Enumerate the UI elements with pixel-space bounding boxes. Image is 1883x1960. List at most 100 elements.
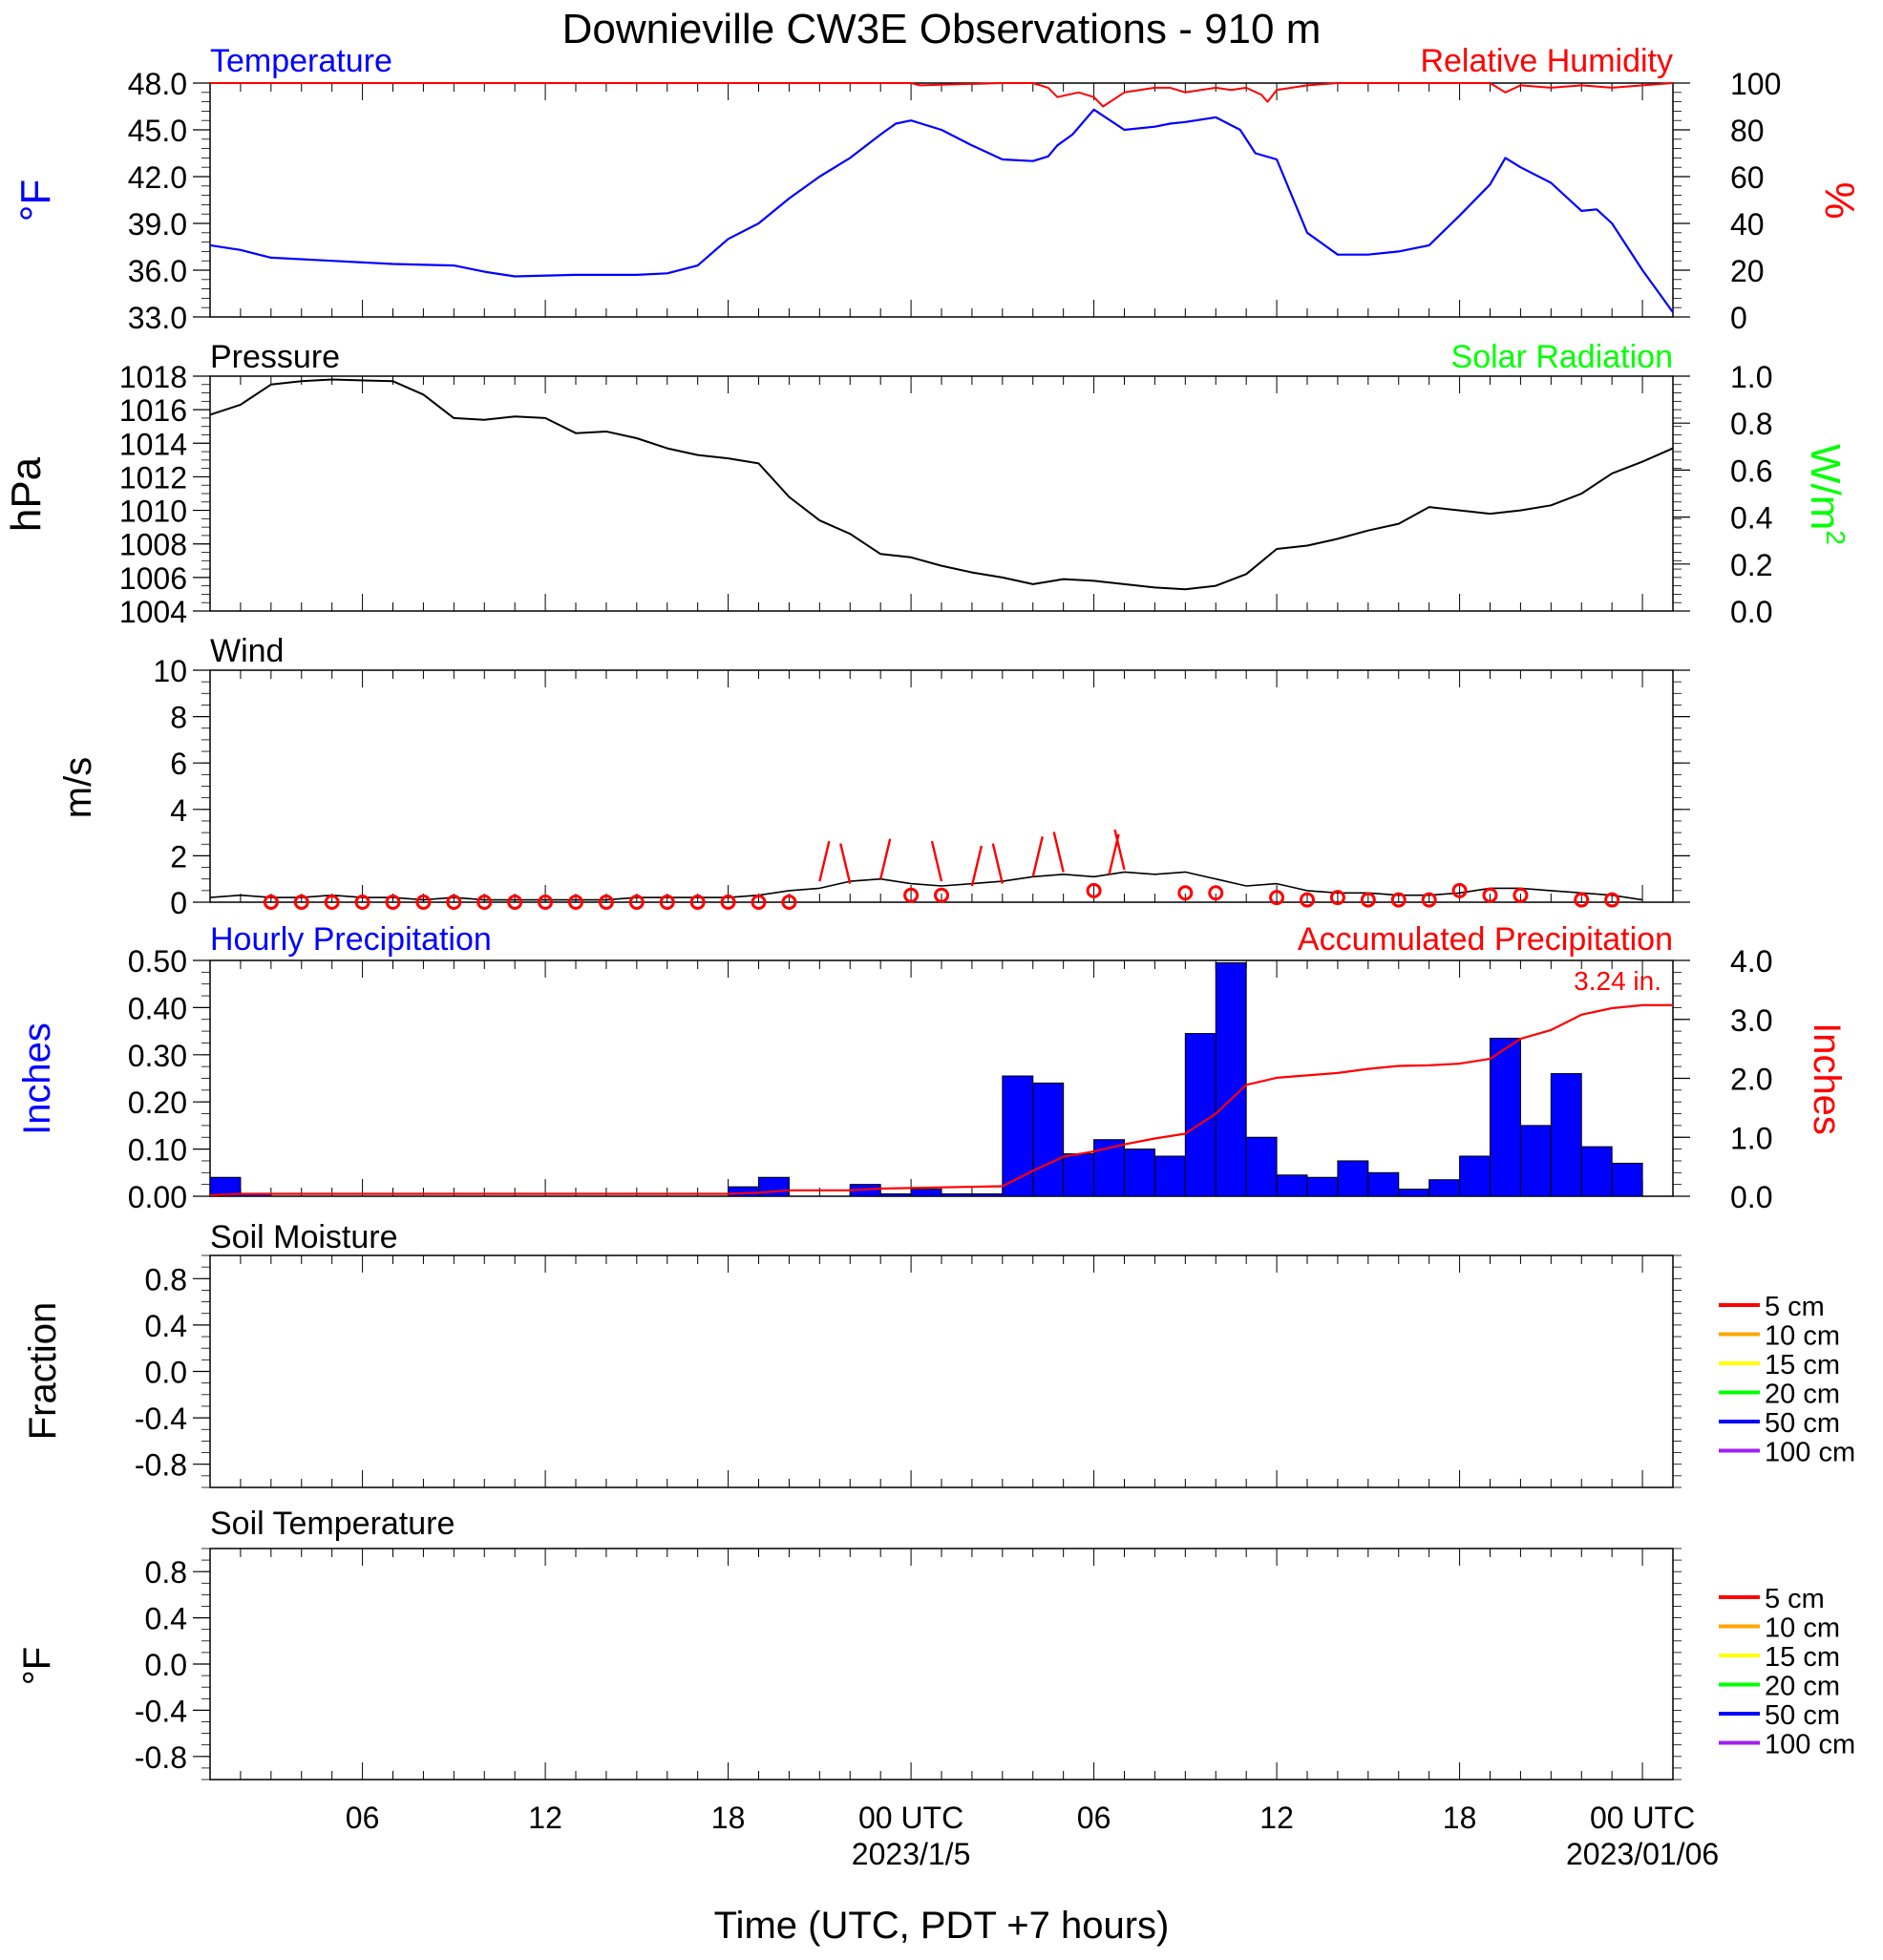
pressure-y-tick-label: 1004: [119, 595, 187, 629]
wind-y-tick-label: 8: [170, 701, 187, 735]
soil-temperature-title: Soil Temperature: [210, 1506, 455, 1542]
precip-bar: [1184, 1033, 1217, 1197]
soil-moisture-legend-label: 100 cm: [1765, 1438, 1855, 1468]
soil-temperature-y-tick-label: -0.4: [135, 1694, 187, 1728]
precip-bar: [941, 1193, 973, 1197]
x-tick-date-label: 2023/01/06: [1566, 1837, 1719, 1871]
wind-calm-marker: [751, 895, 767, 910]
humidity-y2-tick-label: 60: [1730, 160, 1765, 195]
soil-temperature-y-tick-label: 0.4: [145, 1602, 187, 1636]
pressure-frame: [209, 375, 1674, 612]
precip-bar: [971, 1193, 1004, 1197]
wind-direction-barb: [970, 845, 984, 887]
wind-calm-marker: [293, 895, 309, 910]
x-tick-label: 06: [1077, 1801, 1111, 1835]
humidity-y2-tick-label: 20: [1730, 254, 1765, 288]
precip-y-tick-label: 0.00: [128, 1180, 187, 1214]
solar-y2-tick-label: 0.2: [1730, 548, 1772, 582]
solar-y2-tick-label: 0.6: [1730, 453, 1772, 488]
precip-bar: [1306, 1176, 1339, 1197]
pressure-panel-title: Pressure: [210, 339, 340, 375]
soil-moisture-y-tick-label: 0.4: [145, 1309, 187, 1343]
temperature-panel: Temperature Relative Humidity °F %: [12, 43, 1863, 221]
wind-calm-marker: [354, 895, 370, 910]
solar-y2-tick-label: 1.0: [1730, 360, 1772, 394]
humidity-y2-tick-label: 100: [1730, 67, 1781, 101]
precip-bar: [758, 1176, 790, 1197]
soil-moisture-legend-label: 15 cm: [1765, 1350, 1840, 1380]
accum-precip-y2-tick-label: 2.0: [1730, 1063, 1772, 1097]
pressure-unit-label: hPa: [3, 456, 50, 532]
wind-y-tick-label: 10: [153, 654, 187, 688]
soil-moisture-y-tick-label: 0.0: [145, 1356, 187, 1390]
precip-bar: [1398, 1189, 1430, 1197]
solar-y2-tick-label: 0.0: [1730, 595, 1772, 629]
precip-bar: [1428, 1179, 1461, 1197]
wind-direction-barb: [991, 843, 1005, 884]
wind-calm-marker: [538, 895, 554, 910]
humidity-panel-title: Relative Humidity: [1420, 43, 1673, 79]
humidity-line: [210, 82, 1674, 108]
accum-precip-line: [209, 1003, 1673, 1196]
wind-calm-marker: [1360, 892, 1376, 908]
wind-calm-marker: [1451, 882, 1468, 898]
solar-unit-exponent: 2: [1821, 530, 1851, 545]
soil-moisture-panel: Soil Moisture Fraction: [22, 1219, 398, 1440]
pressure-y-tick-label: 1018: [119, 360, 187, 394]
pressure-y-tick-label: 1012: [119, 460, 187, 495]
precip-bar: [1245, 1136, 1278, 1197]
precip-bar: [1032, 1082, 1065, 1197]
wind-calm-marker: [1513, 887, 1529, 903]
humidity-unit-label: %: [1816, 181, 1863, 219]
humidity-y2-tick-label: 40: [1730, 207, 1765, 242]
x-tick-label: 00 UTC: [1590, 1801, 1695, 1835]
wind-frame: [209, 669, 1674, 903]
x-tick-label: 12: [1259, 1801, 1294, 1835]
wind-calm-marker: [568, 895, 583, 910]
accum-precip-total: 3.24 in.: [1574, 966, 1661, 996]
soil-moisture-frame: [209, 1254, 1674, 1488]
wind-y-tick-label: 6: [170, 747, 187, 781]
solar-y2-tick-label: 0.4: [1730, 501, 1772, 536]
wind-calm-marker: [446, 895, 462, 910]
solar-panel-title: Solar Radiation: [1451, 339, 1673, 375]
precip-bar: [1459, 1155, 1492, 1197]
wind-calm-marker: [324, 895, 340, 910]
pressure-y-tick-label: 1014: [119, 427, 187, 461]
wind-calm-marker: [934, 887, 949, 903]
wind-calm-marker: [415, 895, 432, 910]
pressure-y-tick-label: 1008: [119, 528, 187, 562]
x-tick-label: 18: [1443, 1801, 1477, 1835]
temperature-line: [209, 108, 1674, 313]
precip-y-tick-label: 0.30: [128, 1039, 187, 1073]
soil-moisture-unit-label: Fraction: [22, 1302, 64, 1441]
accum-precip-y2-tick-label: 0.0: [1730, 1180, 1772, 1214]
temperature-y-tick-label: 39.0: [128, 207, 187, 242]
precip-bar: [1063, 1153, 1095, 1197]
humidity-y2-tick-label: 0: [1730, 301, 1747, 335]
temperature-unit-label: °F: [12, 179, 59, 221]
soil-temperature-legend-label: 5 cm: [1765, 1584, 1825, 1614]
wind-panel: Wind m/s: [57, 633, 284, 818]
wind-calm-marker: [720, 895, 736, 910]
wind-calm-marker: [507, 895, 523, 910]
pressure-y-tick-label: 1006: [119, 561, 187, 596]
wind-calm-marker: [1208, 885, 1224, 901]
precip-bar: [1367, 1171, 1400, 1197]
soil-temperature-legend-label: 50 cm: [1765, 1700, 1840, 1731]
precip-y-tick-label: 0.50: [128, 944, 187, 979]
soil-temperature-y-tick-label: 0.0: [145, 1648, 187, 1682]
wind-calm-marker: [1604, 892, 1620, 908]
precip-bar: [1276, 1174, 1308, 1197]
soil-moisture-legend-label: 5 cm: [1765, 1292, 1825, 1322]
wind-direction-barb: [839, 843, 852, 884]
precip-bar: [1580, 1146, 1613, 1197]
wind-calm-marker: [1482, 887, 1498, 903]
temperature-y-tick-label: 48.0: [128, 67, 187, 101]
pressure-line: [209, 378, 1674, 591]
temperature-y-tick-label: 45.0: [128, 114, 187, 148]
precip-y-tick-label: 0.40: [128, 991, 187, 1025]
x-tick-date-label: 2023/1/5: [852, 1837, 971, 1871]
wind-direction-barb: [818, 840, 831, 882]
